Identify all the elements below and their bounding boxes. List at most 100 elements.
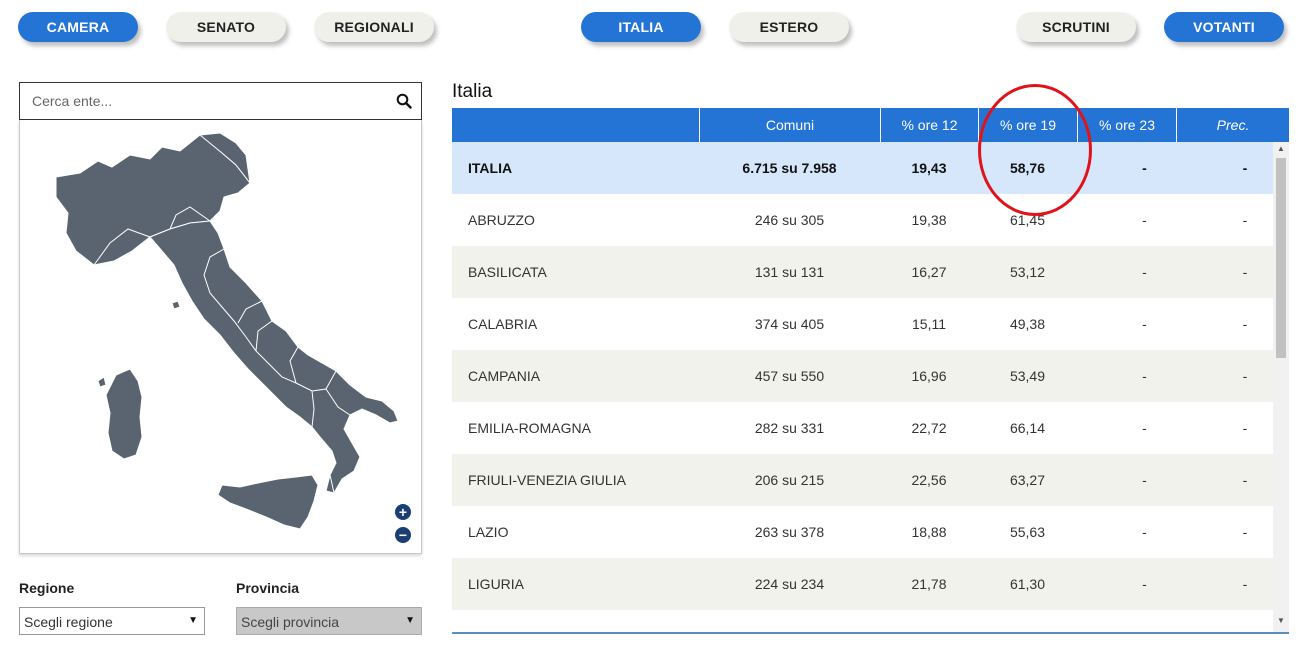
dropdown-arrow-icon: ▼ [188, 615, 198, 626]
table-row-total[interactable]: ITALIA 6.715 su 7.958 19,43 58,76 - - [452, 142, 1273, 194]
row-prec: - [1242, 524, 1248, 540]
header-prec[interactable]: Prec. [1176, 108, 1289, 142]
nav-scrutini-button[interactable]: SCRUTINI [1016, 12, 1136, 42]
search-input[interactable] [20, 83, 380, 119]
table-row[interactable]: CALABRIA 374 su 405 15,11 49,38 - - [452, 298, 1273, 350]
row-ore12: 21,78 [911, 576, 947, 592]
nav-estero-button[interactable]: ESTERO [729, 12, 849, 42]
row-name: BASILICATA [468, 264, 547, 280]
row-prec: - [1242, 212, 1248, 228]
search-icon[interactable] [396, 93, 412, 109]
row-name: LAZIO [468, 524, 509, 540]
table-row[interactable]: BASILICATA 131 su 131 16,27 53,12 - - [452, 246, 1273, 298]
row-ore23: - [1142, 472, 1147, 488]
row-name: CALABRIA [468, 316, 538, 332]
row-ore19: 61,45 [1009, 212, 1046, 228]
row-comuni: 206 su 215 [754, 472, 825, 488]
map-region-centre [149, 220, 399, 494]
map-region-northeast [198, 132, 251, 185]
row-prec: - [1242, 368, 1248, 384]
row-ore19: 61,30 [1009, 576, 1046, 592]
map-region-sardinia [105, 368, 143, 460]
row-ore23: - [1142, 264, 1147, 280]
row-ore23: - [1142, 160, 1147, 176]
row-prec: - [1242, 576, 1248, 592]
row-name: EMILIA-ROMAGNA [468, 420, 591, 436]
row-prec: - [1242, 420, 1248, 436]
scrollbar-thumb[interactable] [1276, 158, 1286, 358]
row-ore19: 66,14 [1009, 420, 1046, 436]
zoom-in-button[interactable]: + [395, 504, 411, 520]
nav-senato-button[interactable]: SENATO [166, 12, 286, 42]
row-ore19: 53,12 [1009, 264, 1046, 280]
row-ore23: - [1142, 524, 1147, 540]
row-prec: - [1242, 472, 1248, 488]
nav-italia-button[interactable]: ITALIA [581, 12, 701, 42]
regione-label: Regione [19, 580, 75, 596]
table-row[interactable]: CAMPANIA 457 su 550 16,96 53,49 - - [452, 350, 1273, 402]
nav-regionali-button[interactable]: REGIONALI [314, 12, 434, 42]
search-box [19, 82, 422, 120]
scroll-down-arrow-icon[interactable]: ▼ [1277, 616, 1285, 625]
row-ore19: 63,27 [1009, 472, 1046, 488]
row-prec: - [1242, 264, 1248, 280]
row-ore12: 18,88 [911, 524, 947, 540]
row-ore12: 15,11 [912, 316, 946, 332]
provincia-label: Provincia [236, 580, 300, 596]
table-row[interactable]: EMILIA-ROMAGNA 282 su 331 22,72 66,14 - - [452, 402, 1273, 454]
map-region-sicily [217, 474, 319, 530]
map-panel: + − [19, 120, 422, 554]
row-name: LIGURIA [468, 576, 525, 592]
votanti-table: Comuni % ore 12 % ore 19 % ore 23 Prec. … [452, 108, 1289, 634]
row-comuni: 224 su 234 [754, 576, 825, 592]
header-ore12[interactable]: % ore 12 [880, 108, 978, 142]
row-name: ITALIA [468, 160, 513, 176]
row-ore19: 55,63 [1009, 524, 1046, 540]
row-ore23: - [1142, 420, 1147, 436]
row-ore23: - [1142, 316, 1147, 332]
row-name: FRIULI-VENEZIA GIULIA [468, 472, 626, 488]
nav-camera-button[interactable]: CAMERA [18, 12, 138, 42]
table-title: Italia [452, 81, 493, 102]
dropdown-arrow-icon: ▼ [405, 615, 415, 626]
regione-select[interactable]: Scegli regione ▼ [19, 607, 205, 635]
scroll-up-arrow-icon[interactable]: ▲ [1277, 144, 1285, 153]
provincia-select-value: Scegli provincia [241, 614, 340, 630]
table-row[interactable]: LAZIO 263 su 378 18,88 55,63 - - [452, 506, 1273, 558]
row-ore12: 22,56 [911, 472, 947, 488]
row-ore12: 22,72 [911, 420, 947, 436]
table-row[interactable]: ABRUZZO 246 su 305 19,38 61,45 - - [452, 194, 1273, 246]
row-ore12: 16,27 [911, 264, 947, 280]
row-ore12: 16,96 [911, 368, 947, 384]
row-comuni: 457 su 550 [754, 368, 825, 384]
provincia-select[interactable]: Scegli provincia ▼ [236, 607, 422, 635]
row-comuni: 246 su 305 [754, 212, 825, 228]
table-row[interactable]: LIGURIA 224 su 234 21,78 61,30 - - [452, 558, 1273, 610]
row-ore23: - [1142, 576, 1147, 592]
row-prec: - [1242, 316, 1248, 332]
table-row[interactable]: FRIULI-VENEZIA GIULIA 206 su 215 22,56 63,2… [452, 454, 1273, 506]
row-comuni: 131 su 131 [754, 264, 825, 280]
zoom-out-button[interactable]: − [395, 527, 411, 543]
header-ore23[interactable]: % ore 23 [1077, 108, 1176, 142]
header-comuni[interactable]: Comuni [699, 108, 880, 142]
row-prec: - [1242, 160, 1248, 176]
row-ore19: 49,38 [1009, 316, 1046, 332]
map-region-north [55, 134, 251, 266]
row-ore19: 53,49 [1009, 368, 1046, 384]
italy-map[interactable] [50, 125, 410, 545]
row-comuni: 6.715 su 7.958 [742, 160, 837, 176]
row-ore23: - [1142, 212, 1147, 228]
table-scrollbar[interactable]: ▲ ▼ [1273, 142, 1289, 632]
row-name: ABRUZZO [468, 212, 535, 228]
row-ore19: 58,76 [1009, 160, 1046, 176]
header-ore19[interactable]: % ore 19 [978, 108, 1077, 142]
regione-select-value: Scegli regione [24, 614, 113, 630]
row-ore12: 19,43 [911, 160, 947, 176]
table-header: Comuni % ore 12 % ore 19 % ore 23 Prec. [452, 108, 1289, 142]
row-ore23: - [1142, 368, 1147, 384]
nav-votanti-button[interactable]: VOTANTI [1164, 12, 1284, 42]
row-comuni: 282 su 331 [754, 420, 825, 436]
row-comuni: 374 su 405 [754, 316, 825, 332]
row-name: CAMPANIA [468, 368, 541, 384]
